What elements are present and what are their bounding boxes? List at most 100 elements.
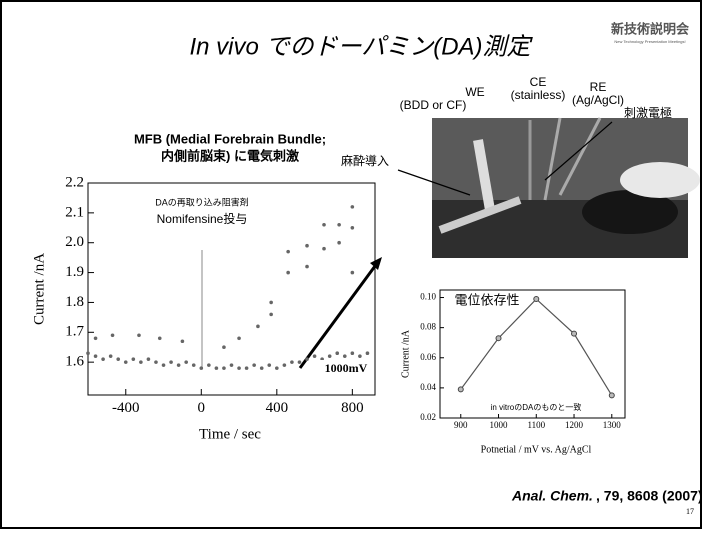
photo-label: (Ag/AgCl)	[572, 93, 624, 107]
data-point	[322, 223, 326, 227]
data-point	[214, 366, 219, 370]
data-point	[337, 223, 341, 227]
y-tick-label: 0.04	[420, 382, 436, 392]
data-point	[358, 354, 362, 358]
data-point	[184, 360, 188, 364]
data-point	[350, 270, 355, 275]
data-point	[275, 366, 279, 370]
data-point	[267, 363, 272, 367]
data-marker	[608, 392, 615, 399]
y-tick-label: 1.8	[65, 294, 84, 310]
photo-label: CE	[530, 75, 547, 89]
y-tick-label: 0.08	[420, 322, 436, 332]
data-point	[86, 351, 90, 355]
data-point	[157, 336, 162, 341]
data-point	[137, 333, 141, 338]
data-point	[365, 351, 370, 355]
data-point	[337, 240, 341, 245]
data-point	[286, 270, 290, 275]
photo-label: (BDD or CF)	[400, 98, 467, 112]
plot-frame	[87, 182, 376, 396]
x-tick-label: 1100	[527, 420, 545, 430]
x-tick-label: 1000	[490, 420, 509, 430]
data-point	[110, 333, 115, 338]
y-tick-label: 1.7	[65, 324, 84, 340]
label-box	[318, 360, 373, 378]
x-axis-label: Time / sec	[199, 426, 261, 442]
data-point	[327, 354, 332, 358]
data-point	[169, 360, 173, 364]
y-tick-label: 1.6	[65, 354, 84, 370]
data-point	[161, 363, 166, 367]
logo: 新技術説明会	[611, 21, 690, 36]
y-tick-label: 0.02	[420, 412, 436, 422]
x-tick-label: 900	[454, 420, 468, 430]
data-point	[286, 249, 290, 254]
data-point	[222, 366, 226, 370]
x-axis-label: Potnetial / mV vs. Ag/AgCl	[481, 444, 592, 455]
x-tick-label: 1300	[603, 420, 622, 430]
data-point	[269, 300, 273, 305]
data-point	[305, 264, 309, 269]
data-point	[252, 363, 256, 367]
page-number: 17	[686, 507, 694, 516]
data-point	[207, 363, 211, 367]
bedding	[620, 162, 700, 198]
data-point	[191, 363, 196, 367]
y-tick-label: 0.10	[420, 292, 436, 302]
y-tick-label: 1.9	[65, 264, 84, 280]
annotation: Nomifensine投与	[157, 211, 248, 226]
data-point	[350, 351, 355, 355]
data-point	[176, 363, 181, 367]
chart-subtitle: 内側前脳束) に電気刺激	[161, 148, 300, 163]
arrow	[298, 261, 380, 369]
x-tick-label: 800	[341, 400, 364, 416]
electrode	[543, 117, 562, 201]
data-point	[342, 354, 347, 358]
data-marker	[495, 335, 502, 342]
data-point	[350, 205, 355, 209]
y-axis-label: Current /nA	[31, 253, 47, 325]
data-point	[305, 357, 309, 361]
photo-label: WE	[465, 85, 484, 99]
data-marker	[571, 330, 578, 337]
mouse	[582, 190, 678, 234]
plot-frame	[439, 289, 626, 419]
data-point	[290, 360, 294, 364]
data-point	[237, 366, 241, 370]
annotation: in vitroのDAのものと一致	[491, 402, 582, 412]
data-point	[123, 360, 128, 364]
electrode	[473, 139, 495, 211]
data-point	[305, 243, 309, 248]
x-tick-label: 0	[198, 400, 206, 416]
logo-sub: New Technology Presentation Meetings!	[614, 39, 685, 44]
citation-rest: , 79, 8608 (2007).	[596, 488, 702, 504]
annotation: 1000mV	[325, 361, 368, 375]
data-point	[322, 246, 326, 251]
arrow-head	[370, 257, 382, 270]
chart-title: MFB (Medial Forebrain Bundle;	[134, 131, 326, 146]
data-point	[229, 363, 234, 367]
tube	[438, 196, 522, 234]
annotation: DAの再取り込み阻害剤	[155, 196, 249, 207]
data-point	[259, 366, 264, 370]
electrode	[558, 117, 602, 196]
data-point	[237, 336, 241, 341]
data-marker	[533, 296, 540, 303]
y-tick-label: 2.0	[65, 234, 84, 250]
data-point	[335, 351, 340, 355]
data-point	[93, 336, 98, 341]
x-tick-label: 400	[266, 400, 289, 416]
y-tick-label: 2.2	[65, 174, 84, 190]
y-axis-label: Current /nA	[400, 329, 411, 378]
data-point	[131, 357, 136, 361]
data-point	[256, 324, 260, 329]
data-point	[269, 312, 273, 317]
pointer	[397, 169, 471, 196]
data-point	[244, 366, 249, 370]
data-point	[139, 360, 143, 364]
photo-label: 刺激電極	[624, 105, 672, 120]
x-tick-label: -400	[112, 400, 140, 416]
